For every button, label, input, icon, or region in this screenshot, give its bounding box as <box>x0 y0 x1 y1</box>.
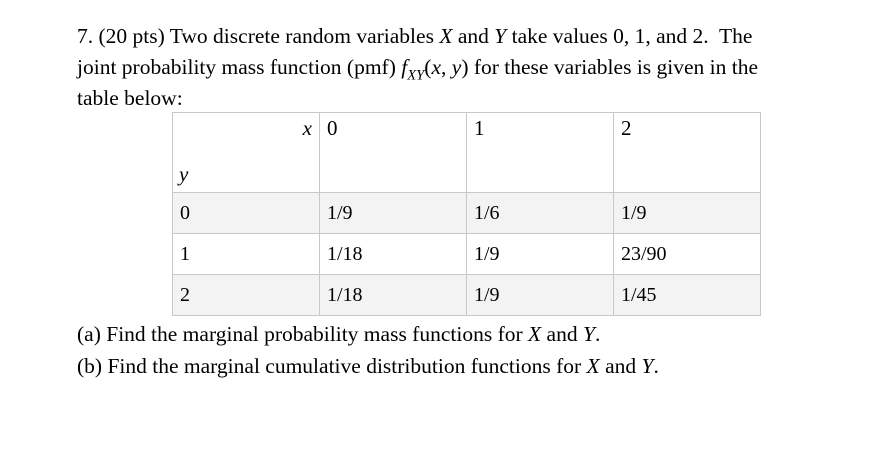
cell-y0-x1: 1/6 <box>466 192 614 234</box>
variable-x: X <box>528 322 542 346</box>
cell-y1-x0: 1/18 <box>319 233 467 275</box>
variable-x: X <box>439 24 453 48</box>
statement-text: take values 0, 1, and 2. The <box>506 24 753 48</box>
question-a: (a) Find the marginal probability mass f… <box>77 318 659 350</box>
table-row: 1 1/18 1/9 23/90 <box>172 233 761 275</box>
variable-x: X <box>586 354 600 378</box>
col-header-x0: 0 <box>319 112 467 193</box>
statement-text: , <box>441 55 452 79</box>
pmf-subscript: XY <box>407 67 425 84</box>
cell-y2-x1: 1/9 <box>466 274 614 316</box>
statement-text: table below: <box>77 86 183 110</box>
cell-y0-x0: 1/9 <box>319 192 467 234</box>
table-row: 0 1/9 1/6 1/9 <box>172 192 761 234</box>
variable-y-lower: y <box>451 55 462 79</box>
question-text: . <box>653 354 659 378</box>
question-text: and <box>599 354 642 378</box>
col-header-x1: 1 <box>466 112 614 193</box>
statement-line-2: joint probability mass function (pmf) fX… <box>77 52 758 83</box>
question-text: . <box>594 322 601 346</box>
row-label-y1: 1 <box>172 233 320 275</box>
corner-y-label: y <box>179 162 189 186</box>
variable-y: Y <box>494 24 507 48</box>
problem-statement: 7. (20 pts) Two discrete random variable… <box>77 21 758 114</box>
statement-line-1: 7. (20 pts) Two discrete random variable… <box>77 21 758 52</box>
cell-y2-x0: 1/18 <box>319 274 467 316</box>
statement-line-3: table below: <box>77 83 758 114</box>
question-b: (b) Find the marginal cumulative distrib… <box>77 350 659 382</box>
row-label-y0: 0 <box>172 192 320 234</box>
table-header-row: x y 0 1 2 <box>172 112 761 193</box>
question-text: (b) Find the marginal cumulative distrib… <box>77 354 587 378</box>
statement-text: and <box>452 24 495 48</box>
cell-y0-x2: 1/9 <box>613 192 761 234</box>
variable-x-lower: x <box>431 55 442 79</box>
col-header-x2: 2 <box>613 112 761 193</box>
joint-pmf-table: x y 0 1 2 0 1/9 1/6 1/9 1 1/18 1/9 23/90… <box>172 112 761 316</box>
statement-text: ( <box>424 55 432 79</box>
corner-header-cell: x y <box>172 112 320 193</box>
cell-y1-x1: 1/9 <box>466 233 614 275</box>
variable-y: Y <box>641 354 654 378</box>
question-list: (a) Find the marginal probability mass f… <box>77 318 659 382</box>
row-label-y2: 2 <box>172 274 320 316</box>
statement-text: ) for these variables is given in the <box>461 55 759 79</box>
statement-text: joint probability mass function (pmf) <box>77 55 402 79</box>
cell-y2-x2: 1/45 <box>613 274 761 316</box>
question-text: (a) Find the marginal probability mass f… <box>77 322 529 346</box>
statement-text: 7. (20 pts) Two discrete random variable… <box>77 24 440 48</box>
variable-y: Y <box>582 322 595 346</box>
pmf-function-symbol: f <box>401 55 408 79</box>
table-row: 2 1/18 1/9 1/45 <box>172 274 761 316</box>
corner-x-label: x <box>302 116 312 140</box>
question-text: and <box>541 322 583 346</box>
cell-y1-x2: 23/90 <box>613 233 761 275</box>
